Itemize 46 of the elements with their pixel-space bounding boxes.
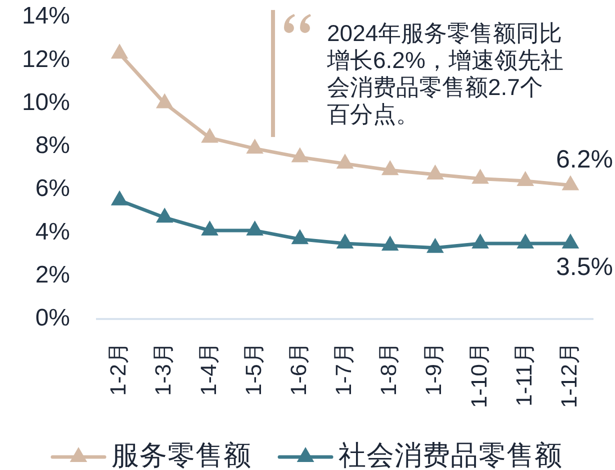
point (246, 138, 264, 154)
point (562, 175, 580, 190)
y-tick-label: 14% (22, 2, 70, 30)
point (110, 44, 128, 59)
x-tick-label: 1-2月 (106, 342, 131, 396)
point (426, 238, 444, 253)
x-tick-label: 1-8月 (376, 342, 402, 396)
data-label: 3.5% (556, 252, 613, 281)
y-tick-label: 10% (22, 88, 70, 116)
x-tick-label: 1-5月 (240, 342, 266, 396)
x-tick-label: 1-3月 (150, 342, 176, 396)
point (472, 168, 489, 184)
x-tick-label: 1-4月 (196, 342, 221, 396)
y-tick-label: 12% (22, 46, 70, 73)
point (201, 128, 218, 143)
y-tick-label: 6% (35, 175, 70, 202)
point (156, 93, 174, 108)
legend-label: 服务零售额 (112, 440, 252, 470)
x-tick-label: 1-9月 (421, 342, 446, 396)
point (381, 160, 399, 176)
point (156, 208, 174, 223)
legend-label: 社会消费品零售额 (338, 440, 562, 470)
point (336, 234, 354, 248)
point (110, 190, 128, 206)
x-tick-label: 1-10月 (466, 342, 492, 408)
y-tick-label: 8% (35, 132, 70, 160)
point (291, 147, 309, 162)
x-tick-label: 1-11月 (511, 342, 536, 406)
point (516, 170, 534, 186)
point (291, 229, 309, 244)
point (472, 234, 489, 248)
point (336, 154, 354, 169)
x-tick-label: 1-7月 (331, 342, 356, 396)
point (426, 164, 444, 180)
point (381, 236, 399, 251)
y-tick-label: 0% (35, 304, 70, 332)
point (516, 234, 534, 248)
data-label: 6.2% (556, 146, 613, 174)
point (201, 220, 218, 236)
x-tick-label: 1-12月 (556, 342, 582, 408)
y-tick-label: 2% (35, 261, 70, 288)
x-tick-label: 1-6月 (286, 342, 311, 396)
point (246, 220, 264, 236)
annotation: 2024年服务零售额同比增长6.2%，增速领先社会消费品零售额2.7个百分点。 (327, 20, 564, 128)
y-tick-label: 4% (35, 218, 70, 246)
point (562, 234, 580, 248)
